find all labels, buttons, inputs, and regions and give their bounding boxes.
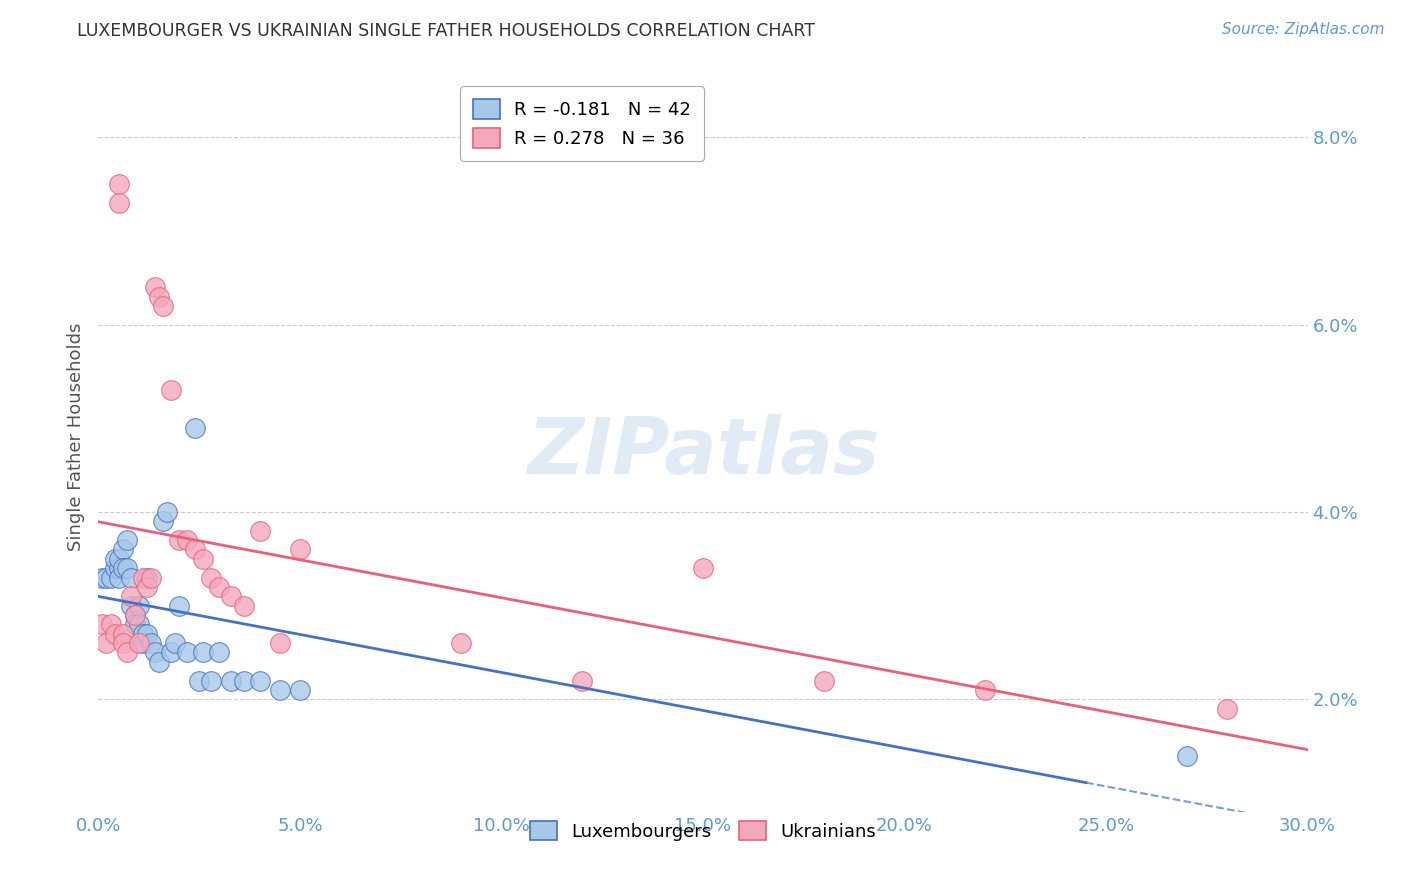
Point bbox=[124, 608, 146, 623]
Point bbox=[128, 617, 150, 632]
Point bbox=[107, 571, 129, 585]
Point bbox=[135, 626, 157, 640]
Point bbox=[974, 683, 997, 698]
Point bbox=[208, 646, 231, 660]
Point bbox=[111, 626, 134, 640]
Point bbox=[176, 646, 198, 660]
Point bbox=[184, 542, 207, 557]
Point bbox=[148, 289, 170, 303]
Text: LUXEMBOURGER VS UKRAINIAN SINGLE FATHER HOUSEHOLDS CORRELATION CHART: LUXEMBOURGER VS UKRAINIAN SINGLE FATHER … bbox=[77, 22, 815, 40]
Point bbox=[128, 599, 150, 613]
Point bbox=[193, 551, 215, 566]
Point bbox=[184, 420, 207, 434]
Point bbox=[91, 617, 114, 632]
Point bbox=[152, 514, 174, 528]
Point bbox=[128, 636, 150, 650]
Point bbox=[132, 571, 155, 585]
Point bbox=[269, 636, 291, 650]
Point bbox=[200, 571, 222, 585]
Point bbox=[269, 683, 291, 698]
Point bbox=[188, 673, 211, 688]
Point bbox=[132, 636, 155, 650]
Legend: Luxembourgers, Ukrainians: Luxembourgers, Ukrainians bbox=[519, 810, 887, 851]
Point bbox=[232, 673, 254, 688]
Point bbox=[124, 608, 146, 623]
Point bbox=[139, 571, 162, 585]
Point bbox=[120, 571, 142, 585]
Point bbox=[152, 299, 174, 313]
Point bbox=[571, 673, 593, 688]
Point bbox=[1216, 701, 1239, 715]
Y-axis label: Single Father Households: Single Father Households bbox=[67, 323, 86, 551]
Point bbox=[200, 673, 222, 688]
Point bbox=[143, 646, 166, 660]
Point bbox=[124, 617, 146, 632]
Point bbox=[111, 636, 134, 650]
Point bbox=[167, 533, 190, 547]
Point bbox=[103, 626, 125, 640]
Point bbox=[813, 673, 835, 688]
Point bbox=[288, 542, 311, 557]
Point bbox=[193, 646, 215, 660]
Point bbox=[132, 626, 155, 640]
Point bbox=[135, 571, 157, 585]
Point bbox=[111, 561, 134, 575]
Point bbox=[100, 571, 122, 585]
Point bbox=[107, 561, 129, 575]
Point bbox=[160, 646, 183, 660]
Point bbox=[96, 636, 118, 650]
Point bbox=[120, 590, 142, 604]
Point bbox=[139, 636, 162, 650]
Point bbox=[103, 561, 125, 575]
Point bbox=[163, 636, 186, 650]
Point bbox=[103, 551, 125, 566]
Point bbox=[221, 673, 243, 688]
Point bbox=[156, 505, 179, 519]
Point bbox=[107, 177, 129, 191]
Point bbox=[1175, 748, 1198, 763]
Point bbox=[100, 617, 122, 632]
Point bbox=[288, 683, 311, 698]
Text: Source: ZipAtlas.com: Source: ZipAtlas.com bbox=[1222, 22, 1385, 37]
Point bbox=[96, 571, 118, 585]
Point bbox=[221, 590, 243, 604]
Point bbox=[692, 561, 714, 575]
Point bbox=[249, 673, 271, 688]
Point bbox=[107, 551, 129, 566]
Point bbox=[208, 580, 231, 594]
Point bbox=[143, 280, 166, 294]
Point bbox=[107, 195, 129, 210]
Point bbox=[232, 599, 254, 613]
Point bbox=[135, 580, 157, 594]
Text: ZIPatlas: ZIPatlas bbox=[527, 414, 879, 490]
Point bbox=[249, 524, 271, 538]
Point bbox=[115, 533, 138, 547]
Point bbox=[450, 636, 472, 650]
Point bbox=[120, 599, 142, 613]
Point bbox=[160, 384, 183, 398]
Point bbox=[176, 533, 198, 547]
Point bbox=[167, 599, 190, 613]
Point bbox=[115, 646, 138, 660]
Point bbox=[111, 542, 134, 557]
Point bbox=[91, 571, 114, 585]
Point bbox=[115, 561, 138, 575]
Point bbox=[148, 655, 170, 669]
